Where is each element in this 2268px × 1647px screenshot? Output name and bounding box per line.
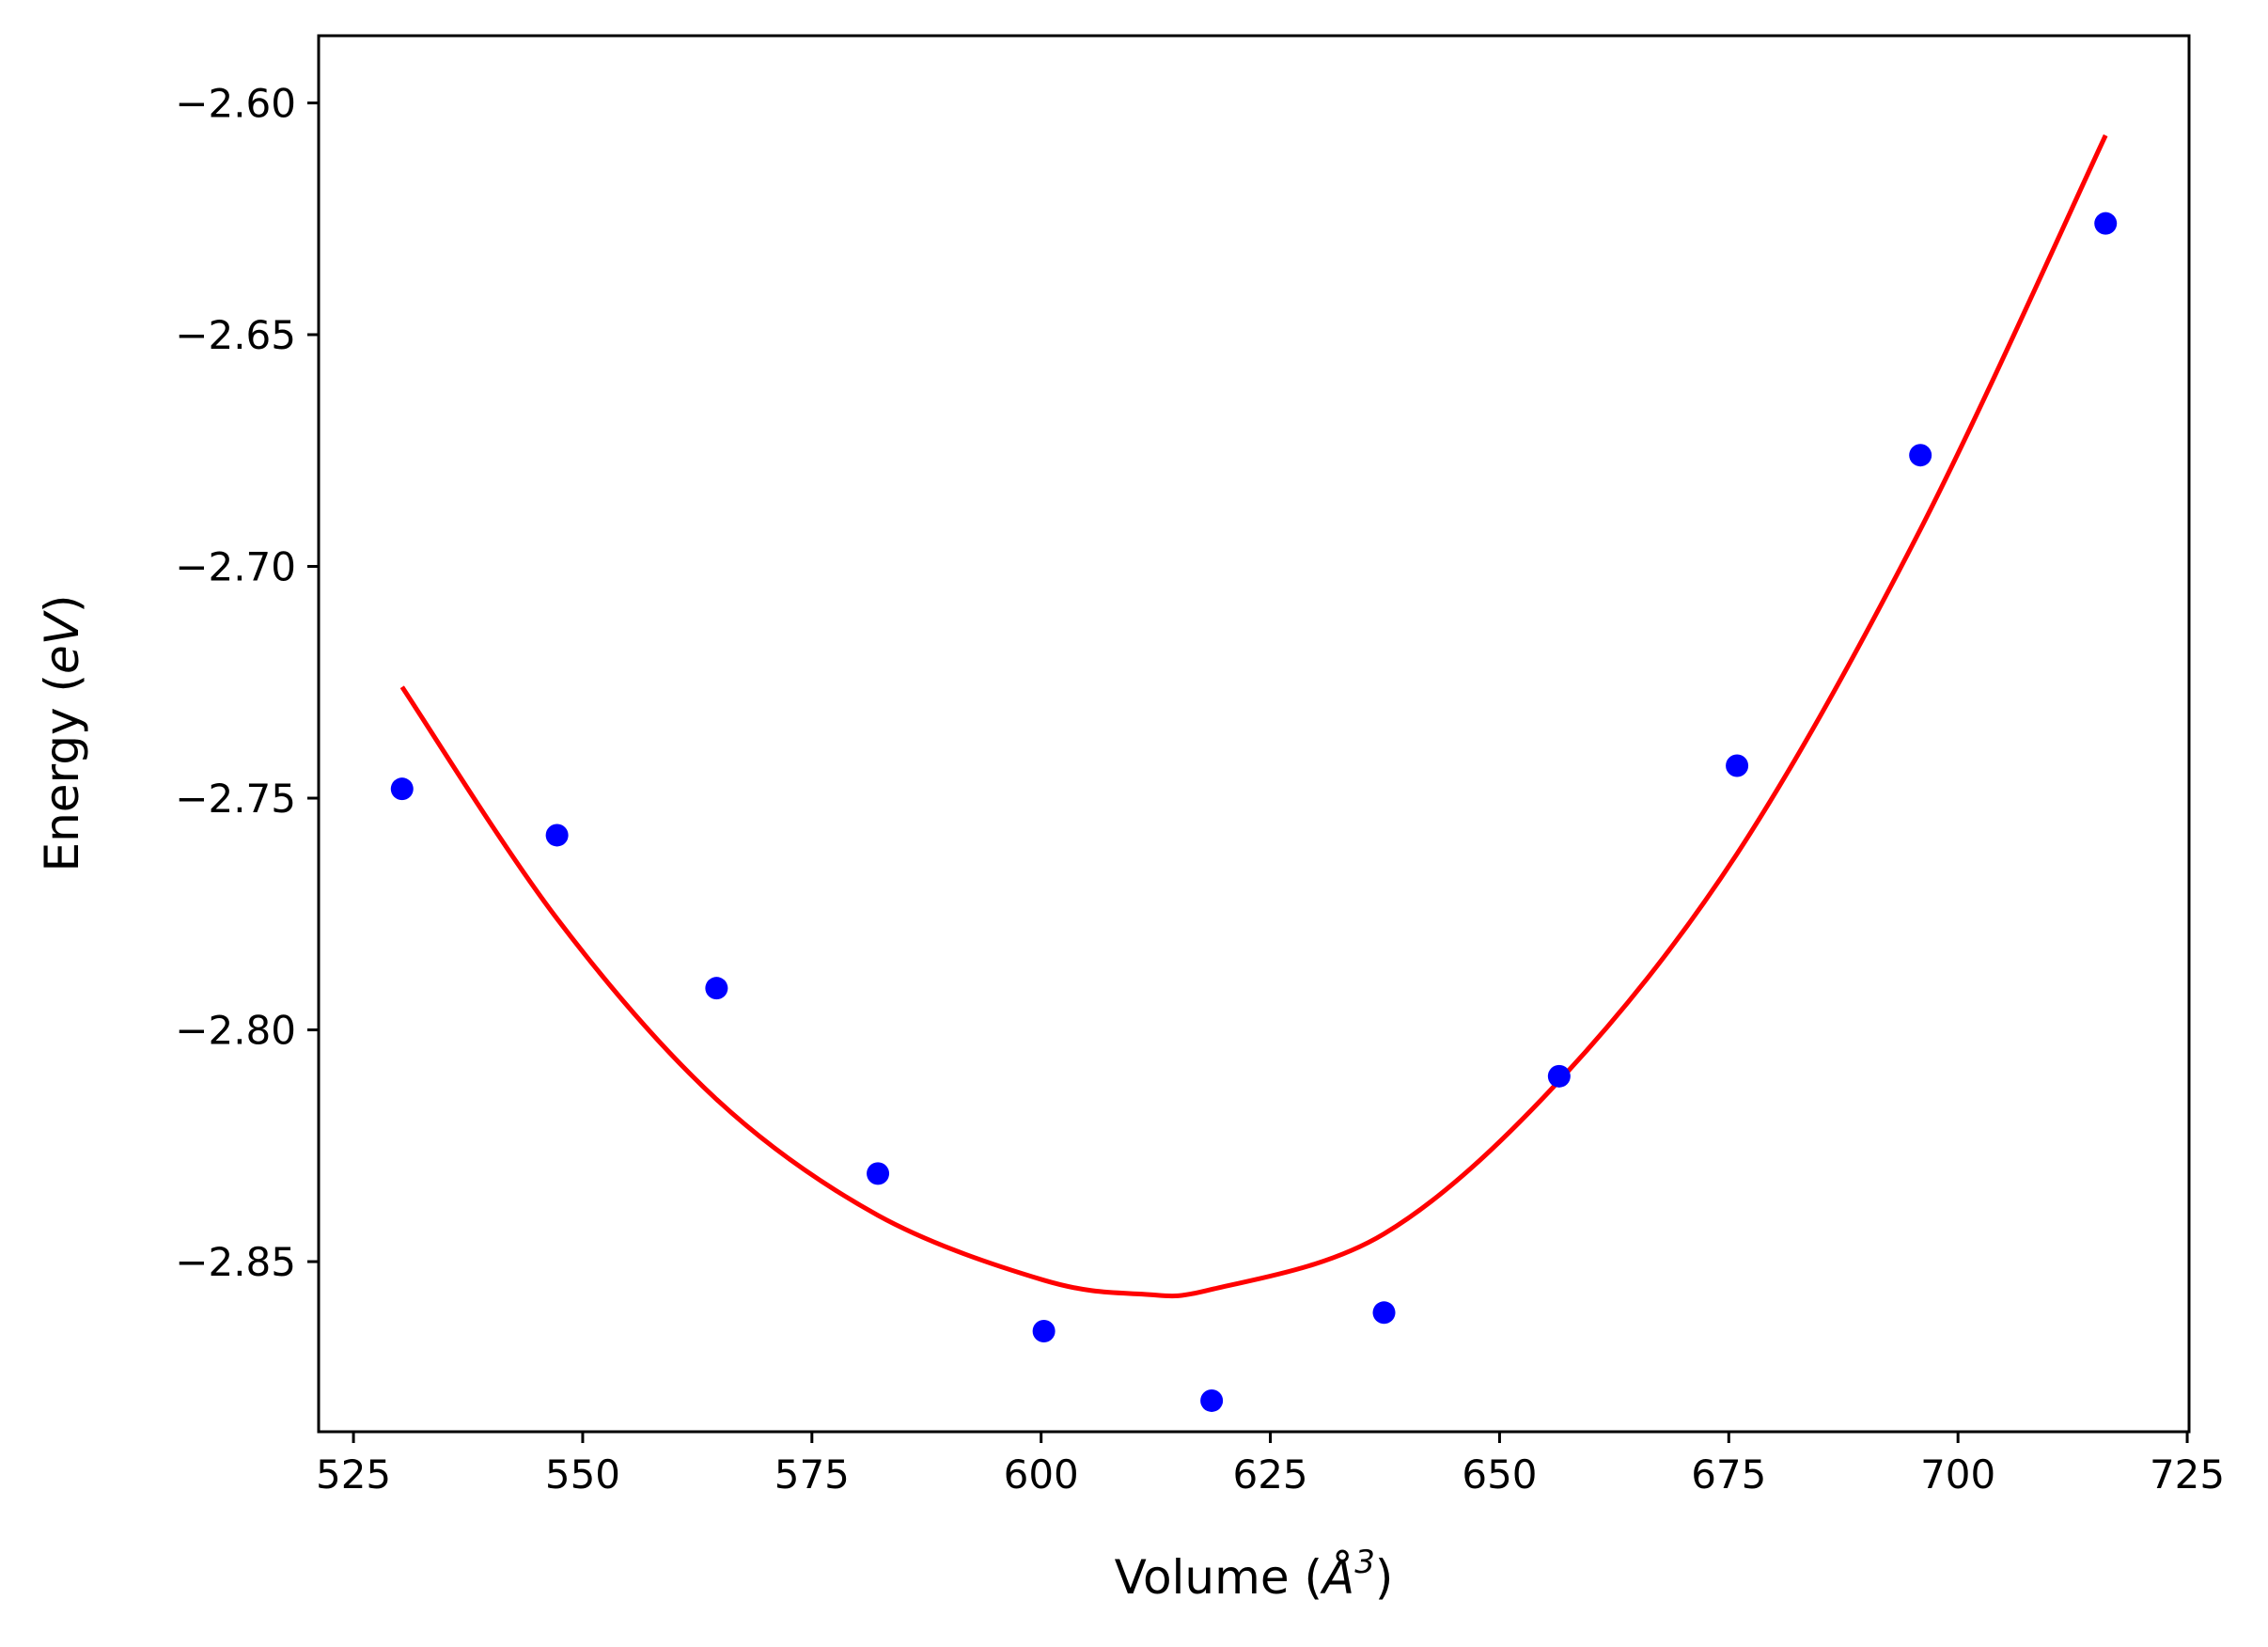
y-axis-ticks: −2.60 −2.65 −2.70 −2.75 −2.80 −2.85 <box>175 80 319 1285</box>
x-axis-label: Volume (Å3) <box>1115 1544 1394 1605</box>
data-point <box>545 824 569 847</box>
data-point <box>705 977 728 1000</box>
x-tick-label: 600 <box>1004 1451 1079 1498</box>
y-tick-label: −2.75 <box>175 776 296 822</box>
series-layer <box>390 133 2118 1412</box>
y-tick-label: −2.85 <box>175 1239 296 1285</box>
data-point <box>1726 754 1749 777</box>
data-point <box>2094 212 2118 235</box>
y-axis-label: Energy (eV) <box>35 595 89 872</box>
x-tick-label: 650 <box>1462 1451 1537 1498</box>
x-tick-label: 625 <box>1232 1451 1307 1498</box>
y-tick-label: −2.60 <box>175 80 296 126</box>
data-point <box>1200 1388 1224 1412</box>
x-tick-label: 550 <box>545 1451 620 1498</box>
data-point <box>1909 444 1932 467</box>
y-tick-label: −2.65 <box>175 312 296 358</box>
x-tick-label: 675 <box>1691 1451 1766 1498</box>
data-point <box>1032 1320 1056 1343</box>
y-tick-label: −2.70 <box>175 544 296 590</box>
x-tick-label: 525 <box>316 1451 391 1498</box>
plot-frame <box>317 34 2191 1434</box>
data-point <box>867 1162 890 1185</box>
data-point <box>1547 1064 1571 1088</box>
data-point <box>390 777 414 801</box>
x-tick-label: 575 <box>774 1451 850 1498</box>
data-point <box>1372 1301 1396 1325</box>
y-tick-label: −2.80 <box>175 1008 296 1054</box>
x-axis-ticks: 525 550 575 600 625 650 675 700 725 <box>316 1432 2225 1498</box>
x-tick-label: 700 <box>1920 1451 1995 1498</box>
x-tick-label: 725 <box>2150 1451 2225 1498</box>
fit-curve <box>399 133 2108 1299</box>
